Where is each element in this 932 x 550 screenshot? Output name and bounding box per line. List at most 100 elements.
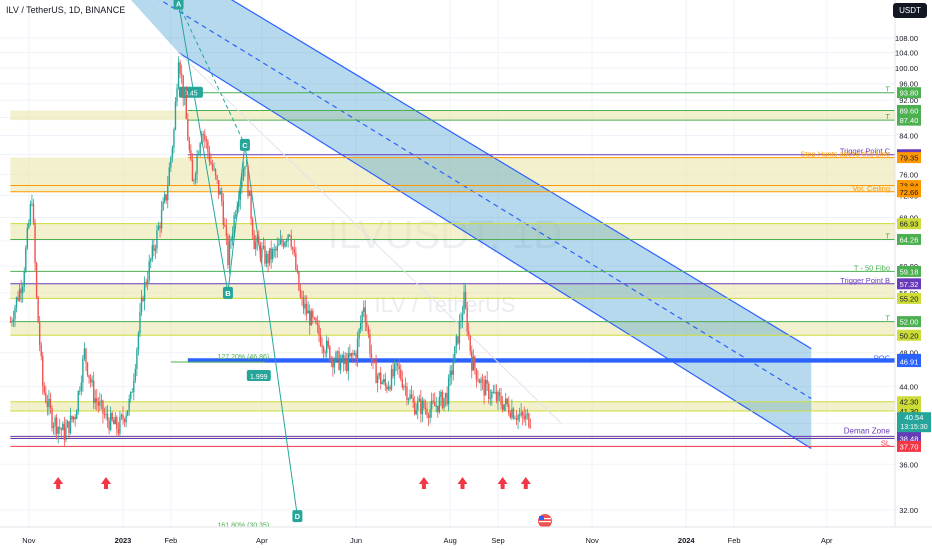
candle-body [126, 410, 129, 416]
pattern-point-box [173, 0, 184, 10]
candle-body [313, 317, 316, 319]
candle-body [335, 352, 337, 362]
candle-body [69, 415, 72, 434]
candle-body [255, 242, 257, 250]
candle-body [321, 345, 323, 348]
candle-body [43, 386, 45, 393]
candle-body [85, 348, 87, 363]
candle-body [326, 340, 328, 354]
candle-body [264, 246, 266, 264]
candle-body [489, 397, 491, 399]
candle-body [451, 370, 453, 375]
candle-body [37, 296, 39, 323]
candle-body [429, 409, 431, 418]
candle-body [358, 329, 360, 339]
candle-body [322, 347, 325, 353]
price-level-badge: 42.30 [897, 396, 921, 408]
price-level-badge: 72.66 [897, 186, 921, 198]
candle-body [457, 336, 459, 344]
candle-body [376, 376, 379, 384]
candle-body [188, 140, 191, 151]
candle-body [74, 416, 76, 420]
candle-body [290, 235, 292, 248]
candle-body [111, 412, 113, 421]
candle-body [287, 234, 289, 241]
candle-body [304, 303, 306, 309]
candle-body [501, 404, 504, 411]
price-level-label: POC [874, 354, 891, 363]
candle-body [273, 249, 275, 250]
candle-body [134, 368, 137, 381]
candle-body [119, 416, 121, 434]
pattern-point-box [239, 138, 250, 151]
us-flag-icon [538, 514, 552, 528]
candle-body [373, 360, 376, 363]
candle-body [353, 353, 356, 355]
pattern-point-label: B [225, 289, 231, 298]
price-level-value: 59.18 [900, 267, 919, 276]
demand-arrow [457, 477, 468, 489]
candle-body [182, 75, 184, 99]
candle-body [242, 169, 245, 181]
price-axis-tick: 68.00 [899, 214, 918, 223]
current-price-badge: 40.54 13:15:30 [897, 412, 931, 433]
candle-body [103, 413, 106, 415]
candle-body [102, 400, 104, 414]
candle-body [440, 391, 442, 398]
candle-body [136, 349, 138, 369]
candle-body [458, 321, 461, 344]
price-level-badge: 79.35 [897, 152, 921, 164]
pattern-point-c: C [239, 138, 250, 151]
candle-body [363, 307, 365, 312]
candle-body [40, 344, 42, 357]
candle-body [18, 288, 21, 301]
supply-demand-zone [10, 223, 895, 240]
candle-body [282, 242, 285, 247]
candle-body [234, 214, 237, 216]
candle-body [528, 413, 530, 427]
candle-body [517, 415, 519, 420]
candle-body [230, 239, 232, 242]
candle-body [125, 415, 127, 423]
candle-body [187, 119, 189, 141]
price-level-label: Trigger Point C [840, 147, 891, 156]
candle-body [495, 391, 498, 401]
candle-body [437, 405, 439, 412]
price-level-badge: 73.84 [897, 180, 921, 192]
candle-body [460, 320, 462, 322]
candle-body [221, 191, 223, 201]
candle-body [99, 401, 101, 406]
ratio-label: 0.45 [184, 91, 198, 98]
price-level-badge: 89.60 [897, 104, 921, 116]
candle-body [312, 311, 314, 318]
candle-body [447, 377, 450, 405]
candle-body [299, 290, 302, 298]
candle-body [59, 427, 61, 429]
candle-body [508, 404, 510, 414]
currency-button[interactable]: USDT [893, 3, 927, 18]
price-level-badge: 41.30 [897, 405, 921, 417]
candle-body [467, 331, 470, 336]
candle-body [443, 397, 445, 408]
candle-body [316, 323, 319, 326]
price-level-label: T - 50 Fibo [854, 263, 890, 272]
candle-body [227, 236, 229, 265]
candle-body [330, 358, 333, 362]
candle-body [349, 353, 351, 357]
candle-body [278, 243, 280, 246]
candle-body [503, 404, 505, 411]
price-level-value: 52.00 [900, 318, 919, 327]
candle-body [413, 401, 416, 415]
candle-body [83, 348, 86, 359]
candle-body [96, 398, 98, 402]
candle-body [137, 333, 140, 350]
time-axis-tick: Jun [350, 536, 362, 545]
symbol-header[interactable]: ILV / TetherUS, 1D, BINANCE [6, 5, 126, 15]
candle-body [412, 398, 414, 402]
candle-body [292, 247, 294, 250]
candle-body [86, 362, 89, 376]
candle-body [157, 225, 160, 230]
candle-body [375, 362, 377, 384]
